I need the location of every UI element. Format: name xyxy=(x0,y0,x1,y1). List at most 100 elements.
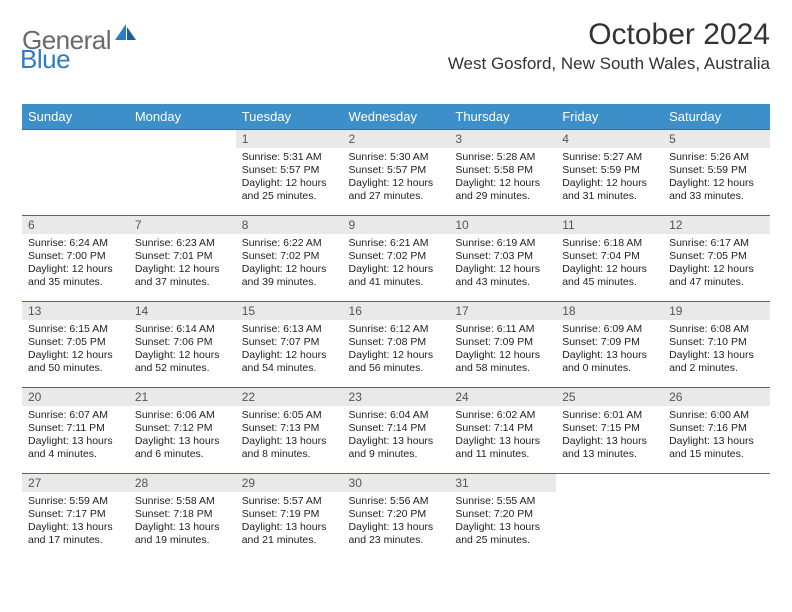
sunrise-text: Sunrise: 6:04 AM xyxy=(349,409,444,422)
sunset-text: Sunset: 5:58 PM xyxy=(455,164,550,177)
sunset-text: Sunset: 7:16 PM xyxy=(669,422,764,435)
daylight-text: Daylight: 12 hours xyxy=(669,263,764,276)
month-title: October 2024 xyxy=(448,18,770,52)
daylight-text: Daylight: 12 hours xyxy=(455,349,550,362)
page-header: General October 2024 West Gosford, New S… xyxy=(22,18,770,74)
calendar-day-cell: 18Sunrise: 6:09 AMSunset: 7:09 PMDayligh… xyxy=(556,302,663,388)
sunset-text: Sunset: 7:18 PM xyxy=(135,508,230,521)
day-data: Sunrise: 6:07 AMSunset: 7:11 PMDaylight:… xyxy=(22,406,129,466)
daylight-text: and 19 minutes. xyxy=(135,534,230,547)
sunrise-text: Sunrise: 5:30 AM xyxy=(349,151,444,164)
daylight-text: Daylight: 12 hours xyxy=(242,177,337,190)
location-subtitle: West Gosford, New South Wales, Australia xyxy=(448,54,770,74)
sunset-text: Sunset: 7:07 PM xyxy=(242,336,337,349)
calendar-day-cell: 30Sunrise: 5:56 AMSunset: 7:20 PMDayligh… xyxy=(343,474,450,560)
sunset-text: Sunset: 7:14 PM xyxy=(455,422,550,435)
daylight-text: and 37 minutes. xyxy=(135,276,230,289)
daylight-text: and 15 minutes. xyxy=(669,448,764,461)
calendar-day-cell: 26Sunrise: 6:00 AMSunset: 7:16 PMDayligh… xyxy=(663,388,770,474)
day-data: Sunrise: 6:02 AMSunset: 7:14 PMDaylight:… xyxy=(449,406,556,466)
day-header-row: SundayMondayTuesdayWednesdayThursdayFrid… xyxy=(22,104,770,130)
sunset-text: Sunset: 5:57 PM xyxy=(349,164,444,177)
calendar-day-cell: 9Sunrise: 6:21 AMSunset: 7:02 PMDaylight… xyxy=(343,216,450,302)
day-data: Sunrise: 5:26 AMSunset: 5:59 PMDaylight:… xyxy=(663,148,770,208)
calendar-day-cell: 7Sunrise: 6:23 AMSunset: 7:01 PMDaylight… xyxy=(129,216,236,302)
day-data: Sunrise: 6:09 AMSunset: 7:09 PMDaylight:… xyxy=(556,320,663,380)
calendar-day-cell: 22Sunrise: 6:05 AMSunset: 7:13 PMDayligh… xyxy=(236,388,343,474)
day-number: 28 xyxy=(129,474,236,492)
sunrise-text: Sunrise: 5:59 AM xyxy=(28,495,123,508)
daylight-text: Daylight: 13 hours xyxy=(349,521,444,534)
sunrise-text: Sunrise: 6:08 AM xyxy=(669,323,764,336)
daylight-text: Daylight: 12 hours xyxy=(349,263,444,276)
day-number: 2 xyxy=(343,130,450,148)
calendar-head: SundayMondayTuesdayWednesdayThursdayFrid… xyxy=(22,104,770,130)
sunset-text: Sunset: 5:59 PM xyxy=(669,164,764,177)
sunset-text: Sunset: 7:01 PM xyxy=(135,250,230,263)
sunset-text: Sunset: 5:59 PM xyxy=(562,164,657,177)
calendar-day-cell: 15Sunrise: 6:13 AMSunset: 7:07 PMDayligh… xyxy=(236,302,343,388)
daylight-text: Daylight: 12 hours xyxy=(455,177,550,190)
calendar-day-cell: 13Sunrise: 6:15 AMSunset: 7:05 PMDayligh… xyxy=(22,302,129,388)
sunrise-text: Sunrise: 6:11 AM xyxy=(455,323,550,336)
daylight-text: Daylight: 13 hours xyxy=(562,435,657,448)
day-data: Sunrise: 6:01 AMSunset: 7:15 PMDaylight:… xyxy=(556,406,663,466)
calendar-day-cell: 17Sunrise: 6:11 AMSunset: 7:09 PMDayligh… xyxy=(449,302,556,388)
calendar-empty-cell xyxy=(556,474,663,560)
daylight-text: and 56 minutes. xyxy=(349,362,444,375)
daylight-text: and 43 minutes. xyxy=(455,276,550,289)
day-number: 15 xyxy=(236,302,343,320)
daylight-text: and 41 minutes. xyxy=(349,276,444,289)
calendar-week-row: 27Sunrise: 5:59 AMSunset: 7:17 PMDayligh… xyxy=(22,474,770,560)
calendar-day-cell: 16Sunrise: 6:12 AMSunset: 7:08 PMDayligh… xyxy=(343,302,450,388)
day-header: Tuesday xyxy=(236,104,343,130)
sunset-text: Sunset: 7:08 PM xyxy=(349,336,444,349)
daylight-text: Daylight: 13 hours xyxy=(349,435,444,448)
daylight-text: Daylight: 13 hours xyxy=(242,435,337,448)
day-data: Sunrise: 5:55 AMSunset: 7:20 PMDaylight:… xyxy=(449,492,556,552)
day-number: 24 xyxy=(449,388,556,406)
daylight-text: Daylight: 13 hours xyxy=(28,521,123,534)
day-data: Sunrise: 6:00 AMSunset: 7:16 PMDaylight:… xyxy=(663,406,770,466)
sunrise-text: Sunrise: 6:18 AM xyxy=(562,237,657,250)
day-data: Sunrise: 6:22 AMSunset: 7:02 PMDaylight:… xyxy=(236,234,343,294)
calendar-day-cell: 25Sunrise: 6:01 AMSunset: 7:15 PMDayligh… xyxy=(556,388,663,474)
daylight-text: and 35 minutes. xyxy=(28,276,123,289)
sunset-text: Sunset: 7:02 PM xyxy=(242,250,337,263)
calendar-day-cell: 21Sunrise: 6:06 AMSunset: 7:12 PMDayligh… xyxy=(129,388,236,474)
sunrise-text: Sunrise: 6:07 AM xyxy=(28,409,123,422)
calendar-day-cell: 28Sunrise: 5:58 AMSunset: 7:18 PMDayligh… xyxy=(129,474,236,560)
day-number: 9 xyxy=(343,216,450,234)
daylight-text: and 25 minutes. xyxy=(242,190,337,203)
day-data: Sunrise: 6:21 AMSunset: 7:02 PMDaylight:… xyxy=(343,234,450,294)
day-data: Sunrise: 5:59 AMSunset: 7:17 PMDaylight:… xyxy=(22,492,129,552)
day-number: 31 xyxy=(449,474,556,492)
sunset-text: Sunset: 7:00 PM xyxy=(28,250,123,263)
sunrise-text: Sunrise: 5:31 AM xyxy=(242,151,337,164)
daylight-text: and 27 minutes. xyxy=(349,190,444,203)
sunrise-text: Sunrise: 6:14 AM xyxy=(135,323,230,336)
daylight-text: and 4 minutes. xyxy=(28,448,123,461)
day-number: 1 xyxy=(236,130,343,148)
calendar-body: 1Sunrise: 5:31 AMSunset: 5:57 PMDaylight… xyxy=(22,130,770,560)
calendar-week-row: 13Sunrise: 6:15 AMSunset: 7:05 PMDayligh… xyxy=(22,302,770,388)
brand-text-blue: Blue xyxy=(20,44,70,74)
daylight-text: and 6 minutes. xyxy=(135,448,230,461)
day-number: 5 xyxy=(663,130,770,148)
sunrise-text: Sunrise: 6:17 AM xyxy=(669,237,764,250)
daylight-text: Daylight: 13 hours xyxy=(669,435,764,448)
daylight-text: and 23 minutes. xyxy=(349,534,444,547)
calendar-day-cell: 27Sunrise: 5:59 AMSunset: 7:17 PMDayligh… xyxy=(22,474,129,560)
calendar-day-cell: 23Sunrise: 6:04 AMSunset: 7:14 PMDayligh… xyxy=(343,388,450,474)
daylight-text: Daylight: 12 hours xyxy=(349,177,444,190)
sunrise-text: Sunrise: 5:28 AM xyxy=(455,151,550,164)
sunset-text: Sunset: 7:05 PM xyxy=(669,250,764,263)
daylight-text: and 9 minutes. xyxy=(349,448,444,461)
day-data: Sunrise: 5:28 AMSunset: 5:58 PMDaylight:… xyxy=(449,148,556,208)
sunset-text: Sunset: 7:05 PM xyxy=(28,336,123,349)
day-number: 29 xyxy=(236,474,343,492)
day-number: 6 xyxy=(22,216,129,234)
sunrise-text: Sunrise: 6:01 AM xyxy=(562,409,657,422)
day-data: Sunrise: 6:18 AMSunset: 7:04 PMDaylight:… xyxy=(556,234,663,294)
sunset-text: Sunset: 7:20 PM xyxy=(349,508,444,521)
